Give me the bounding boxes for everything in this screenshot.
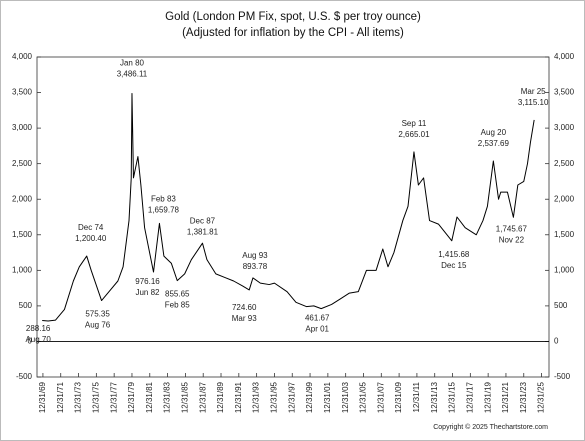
annotation: Aug 20 <box>481 128 507 137</box>
annotation: 2,537.69 <box>478 139 510 148</box>
x-tick-label: 12/31/09 <box>394 381 403 413</box>
annotation: Feb 83 <box>151 195 176 204</box>
x-tick-label: 12/31/69 <box>38 381 47 413</box>
y2-tick-label: 500 <box>554 301 568 310</box>
x-tick-label: 12/31/03 <box>341 381 350 413</box>
x-tick-label: 12/31/13 <box>430 381 439 413</box>
annotation: 288.16 <box>26 324 51 333</box>
x-tick-label: 12/31/17 <box>465 381 474 413</box>
annotation: Dec 87 <box>190 216 216 225</box>
y2-tick-label: 3,000 <box>554 123 575 132</box>
x-tick-label: 12/31/89 <box>216 381 225 413</box>
x-tick-label: 12/31/19 <box>483 381 492 413</box>
x-tick-label: 12/31/77 <box>109 381 118 413</box>
annotation: 3,115.10 <box>518 98 549 107</box>
y2-tick-label: 3,500 <box>554 88 575 97</box>
annotation: Jun 82 <box>135 288 160 297</box>
y-tick-label: 4,000 <box>12 52 33 61</box>
y-tick-label: 500 <box>19 301 33 310</box>
x-tick-label: 12/31/23 <box>519 381 528 413</box>
chart-subtitle: (Adjusted for inflation by the CPI - All… <box>182 27 404 39</box>
x-tick-label: 12/31/91 <box>234 381 243 413</box>
y-tick-label: -500 <box>16 372 33 381</box>
x-tick-label: 12/31/11 <box>412 381 421 412</box>
x-tick-label: 12/31/71 <box>56 381 65 413</box>
annotation: 1,381.81 <box>187 227 219 236</box>
annotation: 575.35 <box>85 310 110 319</box>
annotation: 1,415.68 <box>438 250 470 259</box>
footnote: Copyright © 2025 Thechartstore.com <box>433 423 548 431</box>
x-tick-label: 12/31/79 <box>127 381 136 413</box>
annotation: Dec 15 <box>441 261 467 270</box>
x-tick-label: 12/31/73 <box>74 381 83 413</box>
y2-tick-label: 1,500 <box>554 230 575 239</box>
x-tick-label: 12/31/93 <box>252 381 261 413</box>
y2-tick-label: -500 <box>554 372 571 381</box>
annotation: 1,659.78 <box>148 206 180 215</box>
annotation: 724.60 <box>232 303 257 312</box>
x-tick-label: 12/31/75 <box>91 381 100 413</box>
annotation: 976.16 <box>135 277 160 286</box>
annotation: 855.65 <box>165 290 190 299</box>
y2-tick-label: 2,500 <box>554 159 575 168</box>
plot-area <box>36 56 550 378</box>
annotation: 893.78 <box>243 262 268 271</box>
y-tick-label: 3,500 <box>12 88 33 97</box>
annotation: 1,200.40 <box>75 234 107 243</box>
annotation: Mar 93 <box>232 314 257 323</box>
annotation: Jan 80 <box>120 59 145 68</box>
price-line <box>42 93 535 322</box>
x-tick-label: 12/31/83 <box>163 381 172 413</box>
y-tick-label: 1,000 <box>12 265 33 274</box>
annotation: Nov 22 <box>499 235 525 244</box>
annotation: Feb 85 <box>165 301 190 310</box>
annotation: Mar 25 <box>521 87 546 96</box>
x-tick-label: 12/31/21 <box>501 381 510 413</box>
y2-tick-label: 2,000 <box>554 194 575 203</box>
annotation: 1,745.67 <box>496 224 528 233</box>
y-tick-label: 0 <box>28 337 33 346</box>
y-tick-label: 2,000 <box>12 194 33 203</box>
x-tick-label: 12/31/97 <box>287 381 296 413</box>
annotation: Aug 93 <box>242 251 268 260</box>
x-tick-label: 12/31/87 <box>198 381 207 413</box>
x-tick-label: 12/31/05 <box>359 381 368 413</box>
annotation: Aug 70 <box>25 335 51 344</box>
x-tick-label: 12/31/07 <box>376 381 385 413</box>
annotation: Dec 74 <box>78 223 104 232</box>
y-tick-label: 3,000 <box>12 123 33 132</box>
annotation: 2,665.01 <box>398 130 430 139</box>
annotation: Aug 76 <box>85 321 111 330</box>
y2-tick-label: 4,000 <box>554 52 575 61</box>
x-tick-label: 12/31/95 <box>270 381 279 413</box>
x-tick-label: 12/31/99 <box>305 381 314 413</box>
y-tick-label: 1,500 <box>12 230 33 239</box>
y-tick-label: 2,500 <box>12 159 33 168</box>
x-tick-label: 12/31/01 <box>323 381 332 413</box>
chart-title: Gold (London PM Fix, spot, U.S. $ per tr… <box>165 11 421 23</box>
x-tick-label: 12/31/85 <box>181 381 190 413</box>
annotation: 461.67 <box>305 314 330 323</box>
annotation: Apr 01 <box>305 325 329 334</box>
annotation: Sep 11 <box>402 119 427 128</box>
x-tick-label: 12/31/81 <box>145 381 154 413</box>
x-tick-label: 12/31/25 <box>537 381 546 413</box>
y2-tick-label: 0 <box>554 337 559 346</box>
y2-tick-label: 1,000 <box>554 265 575 274</box>
x-tick-label: 12/31/15 <box>448 381 457 413</box>
annotation: 3,486.11 <box>117 70 148 79</box>
